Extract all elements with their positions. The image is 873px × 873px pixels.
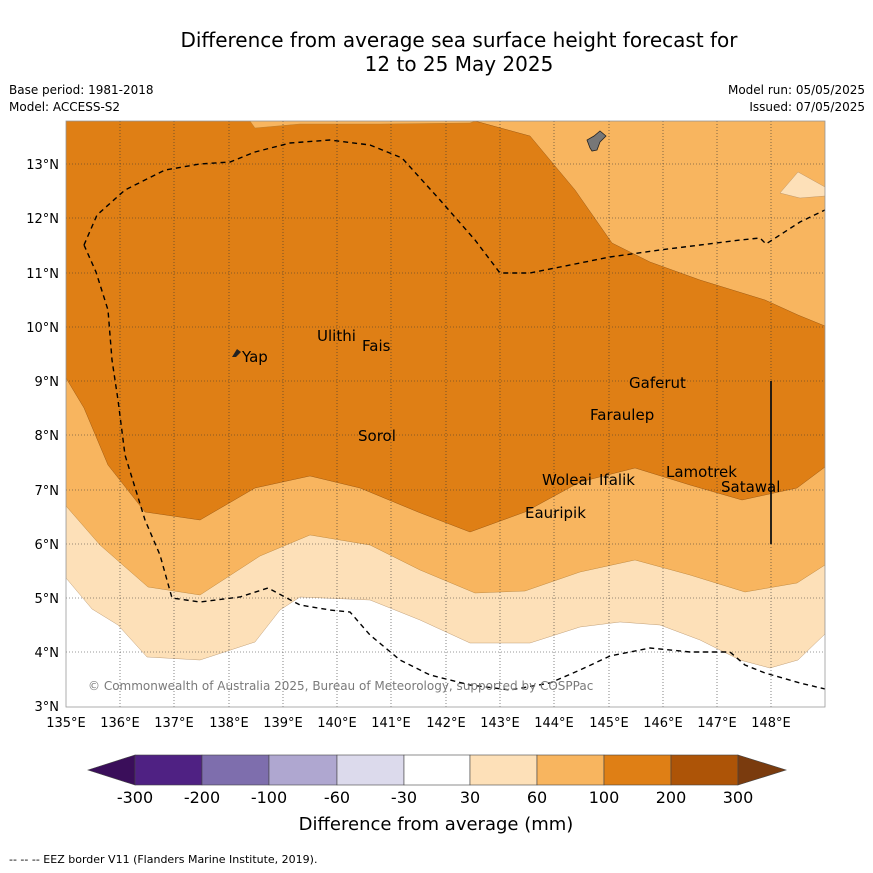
- place-satawal: Satawal: [721, 478, 780, 496]
- place-faraulep: Faraulep: [590, 406, 654, 424]
- colorbar-swatch: [469, 754, 538, 786]
- band-60-100-top: [249, 121, 476, 129]
- guam-island: [586, 130, 607, 152]
- lon-label: 138°E: [209, 716, 249, 731]
- lon-label: 140°E: [317, 716, 357, 731]
- colorbar-swatch: [336, 754, 405, 786]
- lon-label: 147°E: [697, 716, 737, 731]
- lon-label: 143°E: [480, 716, 520, 731]
- colorbar-tick: -30: [391, 788, 417, 807]
- place-ulithi: Ulithi: [317, 327, 356, 345]
- lon-label: 144°E: [534, 716, 574, 731]
- lat-label: 4°N: [35, 646, 60, 661]
- gridlines: [66, 121, 825, 707]
- place-woleai: Woleai: [542, 471, 592, 489]
- lat-labels: 3°N 4°N 5°N 6°N 7°N 8°N 9°N 10°N 11°N 12…: [26, 158, 59, 715]
- place-labels: Yap Ulithi Fais Sorol Gaferut Faraulep W…: [241, 327, 780, 522]
- colorbar-tick: -300: [117, 788, 153, 807]
- place-sorol: Sorol: [358, 427, 396, 445]
- place-lamotrek: Lamotrek: [666, 463, 737, 481]
- footnote: -- -- -- EEZ border V11 (Flanders Marine…: [9, 853, 318, 866]
- lat-label: 8°N: [35, 429, 60, 444]
- colorbar-swatch: [201, 754, 270, 786]
- lat-label: 6°N: [35, 538, 60, 553]
- colorbar-tick: 200: [656, 788, 687, 807]
- colorbar-label: Difference from average (mm): [299, 814, 574, 835]
- colorbar-swatch: [403, 754, 471, 786]
- lon-label: 135°E: [46, 716, 86, 731]
- lat-label: 9°N: [35, 375, 60, 390]
- lon-label: 141°E: [371, 716, 411, 731]
- colorbar-tick: 300: [723, 788, 754, 807]
- copyright-text: © Commonwealth of Australia 2025, Bureau…: [88, 679, 593, 693]
- issued-date: Issued: 07/05/2025: [749, 100, 865, 114]
- meta-right: Model run: 05/05/2025 Issued: 07/05/2025: [728, 82, 865, 116]
- model-run: Model run: 05/05/2025: [727, 83, 865, 97]
- lat-label: 7°N: [35, 484, 60, 499]
- lon-label: 142°E: [426, 716, 466, 731]
- colorbar: [87, 754, 788, 786]
- colorbar-tick: -200: [184, 788, 220, 807]
- meta-left: Base period: 1981-2018 Model: ACCESS-S2: [9, 82, 154, 116]
- lat-label: 13°N: [26, 158, 59, 173]
- colorbar-swatch: [536, 754, 605, 786]
- place-fais: Fais: [362, 337, 391, 355]
- place-yap: Yap: [241, 348, 268, 366]
- band-30-60-patch: [779, 171, 825, 199]
- place-gaferut: Gaferut: [629, 374, 686, 392]
- colorbar-tick: -100: [251, 788, 287, 807]
- colorbar-arrow-left: [87, 754, 136, 786]
- colorbar-tick: 100: [589, 788, 620, 807]
- colorbar-tick: 60: [527, 788, 547, 807]
- colorbar-arrow-right: [737, 754, 788, 786]
- yap-island: [232, 349, 241, 357]
- colorbar-swatch: [603, 754, 672, 786]
- colorbar-ticks: -300 -200 -100 -60 -30 30 60 100 200 300: [117, 788, 753, 807]
- map-frame: [65, 120, 826, 708]
- colorbar-swatch: [268, 754, 338, 786]
- chart-title: Difference from average sea surface heig…: [0, 28, 873, 76]
- lat-label: 10°N: [26, 321, 59, 336]
- model-name: Model: ACCESS-S2: [9, 100, 121, 114]
- title-line-2: 12 to 25 May 2025: [364, 52, 554, 76]
- colorbar-tick: -60: [324, 788, 350, 807]
- lon-label: 139°E: [263, 716, 303, 731]
- lon-label: 137°E: [154, 716, 194, 731]
- place-ifalik: Ifalik: [599, 471, 635, 489]
- eez-border: [83, 139, 825, 691]
- base-period: Base period: 1981-2018: [9, 83, 154, 97]
- lon-labels: 135°E 136°E 137°E 138°E 139°E 140°E 141°…: [46, 716, 791, 731]
- lon-label: 136°E: [100, 716, 140, 731]
- map-area: [66, 121, 825, 707]
- band-100-200: [66, 121, 825, 533]
- colorbar-tick: 30: [460, 788, 480, 807]
- colorbar-swatch: [134, 754, 203, 786]
- lat-label: 12°N: [26, 212, 59, 227]
- lat-label: 3°N: [35, 700, 60, 715]
- lon-label: 146°E: [643, 716, 683, 731]
- title-line-1: Difference from average sea surface heig…: [180, 28, 738, 52]
- colorbar-swatch: [670, 754, 739, 786]
- lat-label: 5°N: [35, 592, 60, 607]
- lon-label: 145°E: [589, 716, 629, 731]
- place-eauripik: Eauripik: [525, 504, 586, 522]
- lat-label: 11°N: [26, 267, 59, 282]
- lon-label: 148°E: [751, 716, 791, 731]
